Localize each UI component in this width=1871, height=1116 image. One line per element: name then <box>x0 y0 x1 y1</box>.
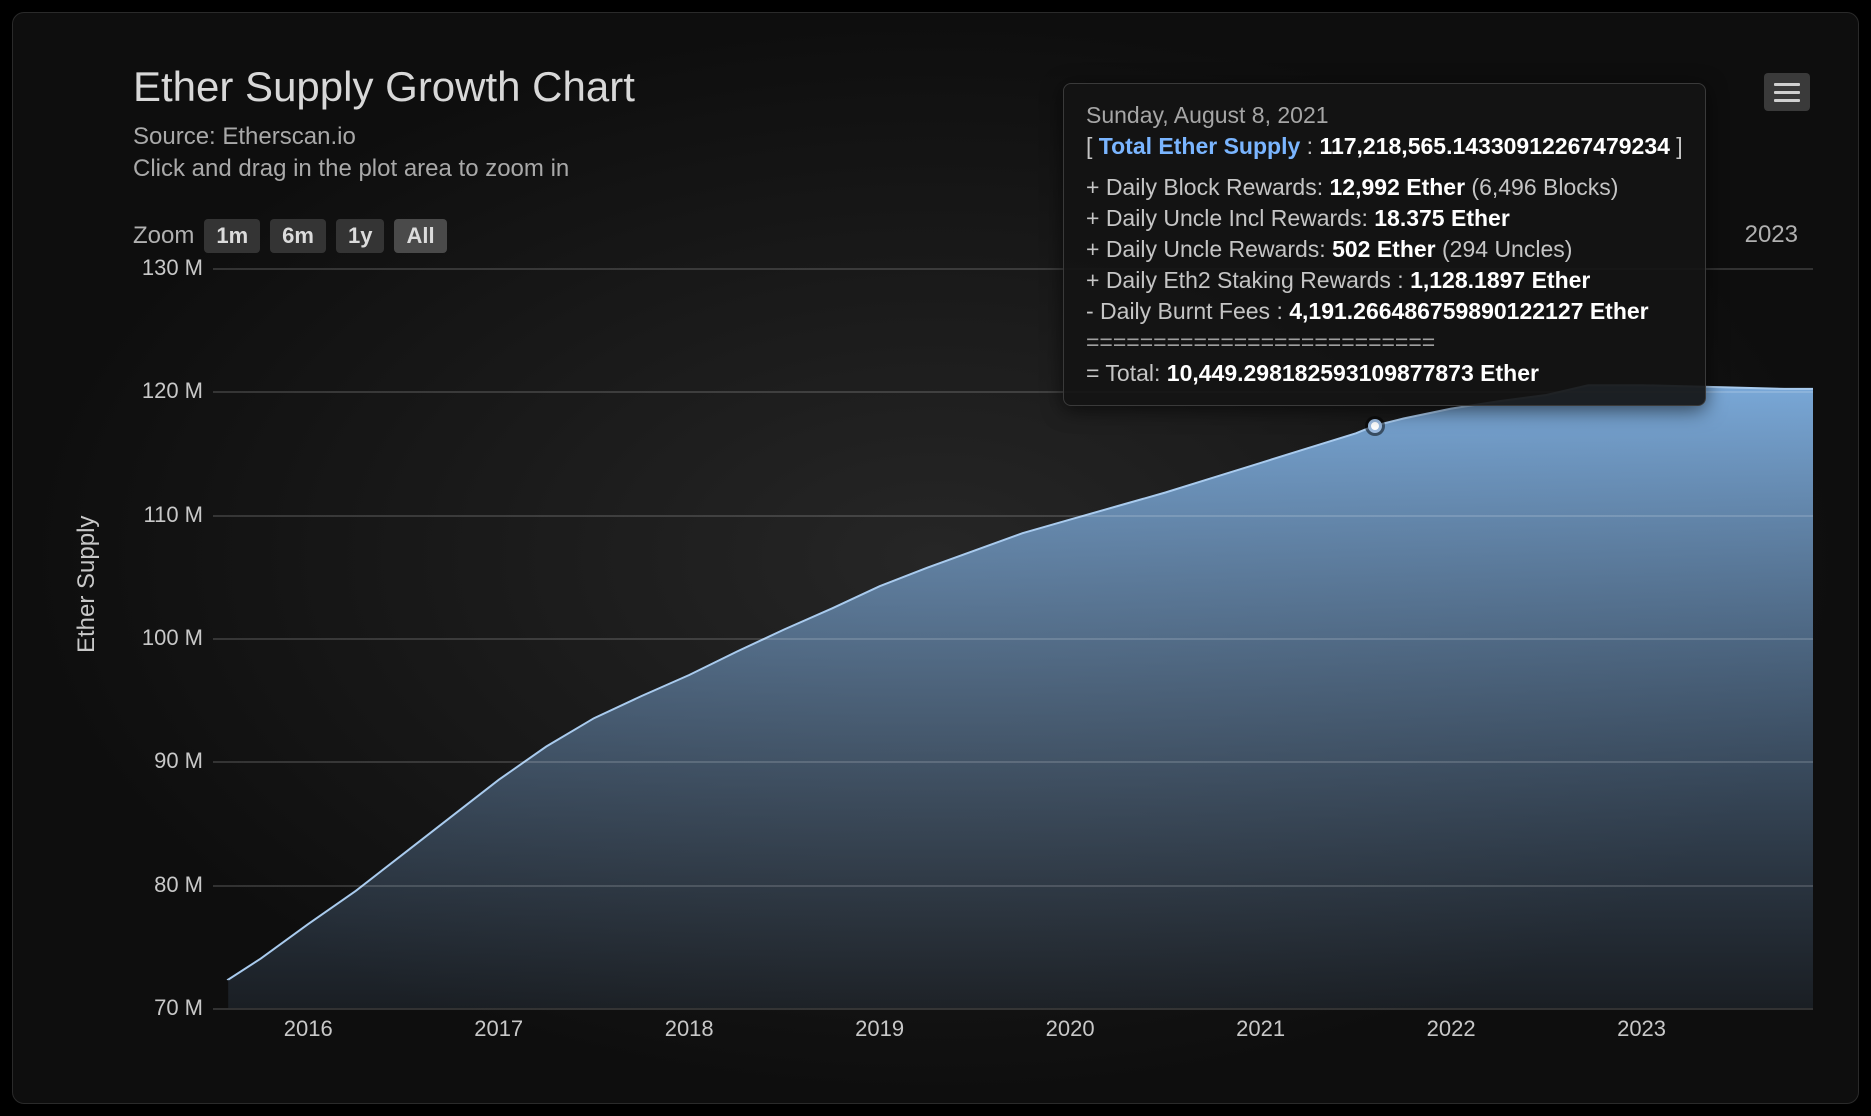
gridline <box>213 885 1813 887</box>
y-tick-label: 80 M <box>113 872 203 898</box>
y-tick-label: 70 M <box>113 995 203 1021</box>
chart-subtitle: Source: Etherscan.io Click and drag in t… <box>133 121 569 186</box>
zoom-btn-1y[interactable]: 1y <box>336 219 384 253</box>
y-tick-label: 90 M <box>113 748 203 774</box>
chart-title: Ether Supply Growth Chart <box>133 63 635 111</box>
gridline <box>213 638 1813 640</box>
x-tick-label: 2021 <box>1236 1016 1285 1042</box>
x-tick-label: 2017 <box>474 1016 523 1042</box>
zoom-btn-1m[interactable]: 1m <box>204 219 260 253</box>
x-tick-label: 2022 <box>1427 1016 1476 1042</box>
tooltip-series-value: 117,218,565.14330912267479234 <box>1319 133 1669 159</box>
zoom-btn-all[interactable]: All <box>394 219 446 253</box>
tooltip-line: + Daily Eth2 Staking Rewards : 1,128.189… <box>1086 265 1683 296</box>
subtitle-line2: Click and drag in the plot area to zoom … <box>133 155 569 182</box>
y-tick-label: 110 M <box>113 502 203 528</box>
y-tick-label: 100 M <box>113 625 203 651</box>
subtitle-line1: Source: Etherscan.io <box>133 123 356 150</box>
x-tick-label: 2018 <box>665 1016 714 1042</box>
chart-tooltip: Sunday, August 8, 2021 [ Total Ether Sup… <box>1063 83 1706 406</box>
y-axis-label: Ether Supply <box>73 516 101 653</box>
y-tick-label: 120 M <box>113 378 203 404</box>
chart-panel: Ether Supply Growth Chart Source: Ethers… <box>12 12 1859 1104</box>
tooltip-total-line: = Total: 10,449.298182593109877873 Ether <box>1086 358 1683 389</box>
y-tick-label: 130 M <box>113 255 203 281</box>
date-range-end: 2023 <box>1745 221 1798 249</box>
zoom-btn-6m[interactable]: 6m <box>270 219 326 253</box>
tooltip-line: + Daily Uncle Rewards: 502 Ether (294 Un… <box>1086 234 1683 265</box>
tooltip-separator: ========================== <box>1086 327 1683 358</box>
tooltip-line: - Daily Burnt Fees : 4,191.2664867598901… <box>1086 296 1683 327</box>
gridline <box>213 515 1813 517</box>
tooltip-line: + Daily Uncle Incl Rewards: 18.375 Ether <box>1086 203 1683 234</box>
x-tick-label: 2019 <box>855 1016 904 1042</box>
tooltip-date: Sunday, August 8, 2021 <box>1086 100 1683 131</box>
hamburger-menu-icon[interactable] <box>1764 73 1810 111</box>
hover-marker <box>1368 419 1382 433</box>
zoom-controls: Zoom 1m 6m 1y All <box>133 219 447 253</box>
tooltip-series-line: [ Total Ether Supply : 117,218,565.14330… <box>1086 131 1683 162</box>
x-tick-label: 2023 <box>1617 1016 1666 1042</box>
gridline <box>213 761 1813 763</box>
x-tick-label: 2020 <box>1046 1016 1095 1042</box>
tooltip-line: + Daily Block Rewards: 12,992 Ether (6,4… <box>1086 172 1683 203</box>
gridline <box>213 1008 1813 1010</box>
zoom-label: Zoom <box>133 222 194 250</box>
x-tick-label: 2016 <box>284 1016 333 1042</box>
tooltip-series-name: Total Ether Supply <box>1099 133 1300 159</box>
